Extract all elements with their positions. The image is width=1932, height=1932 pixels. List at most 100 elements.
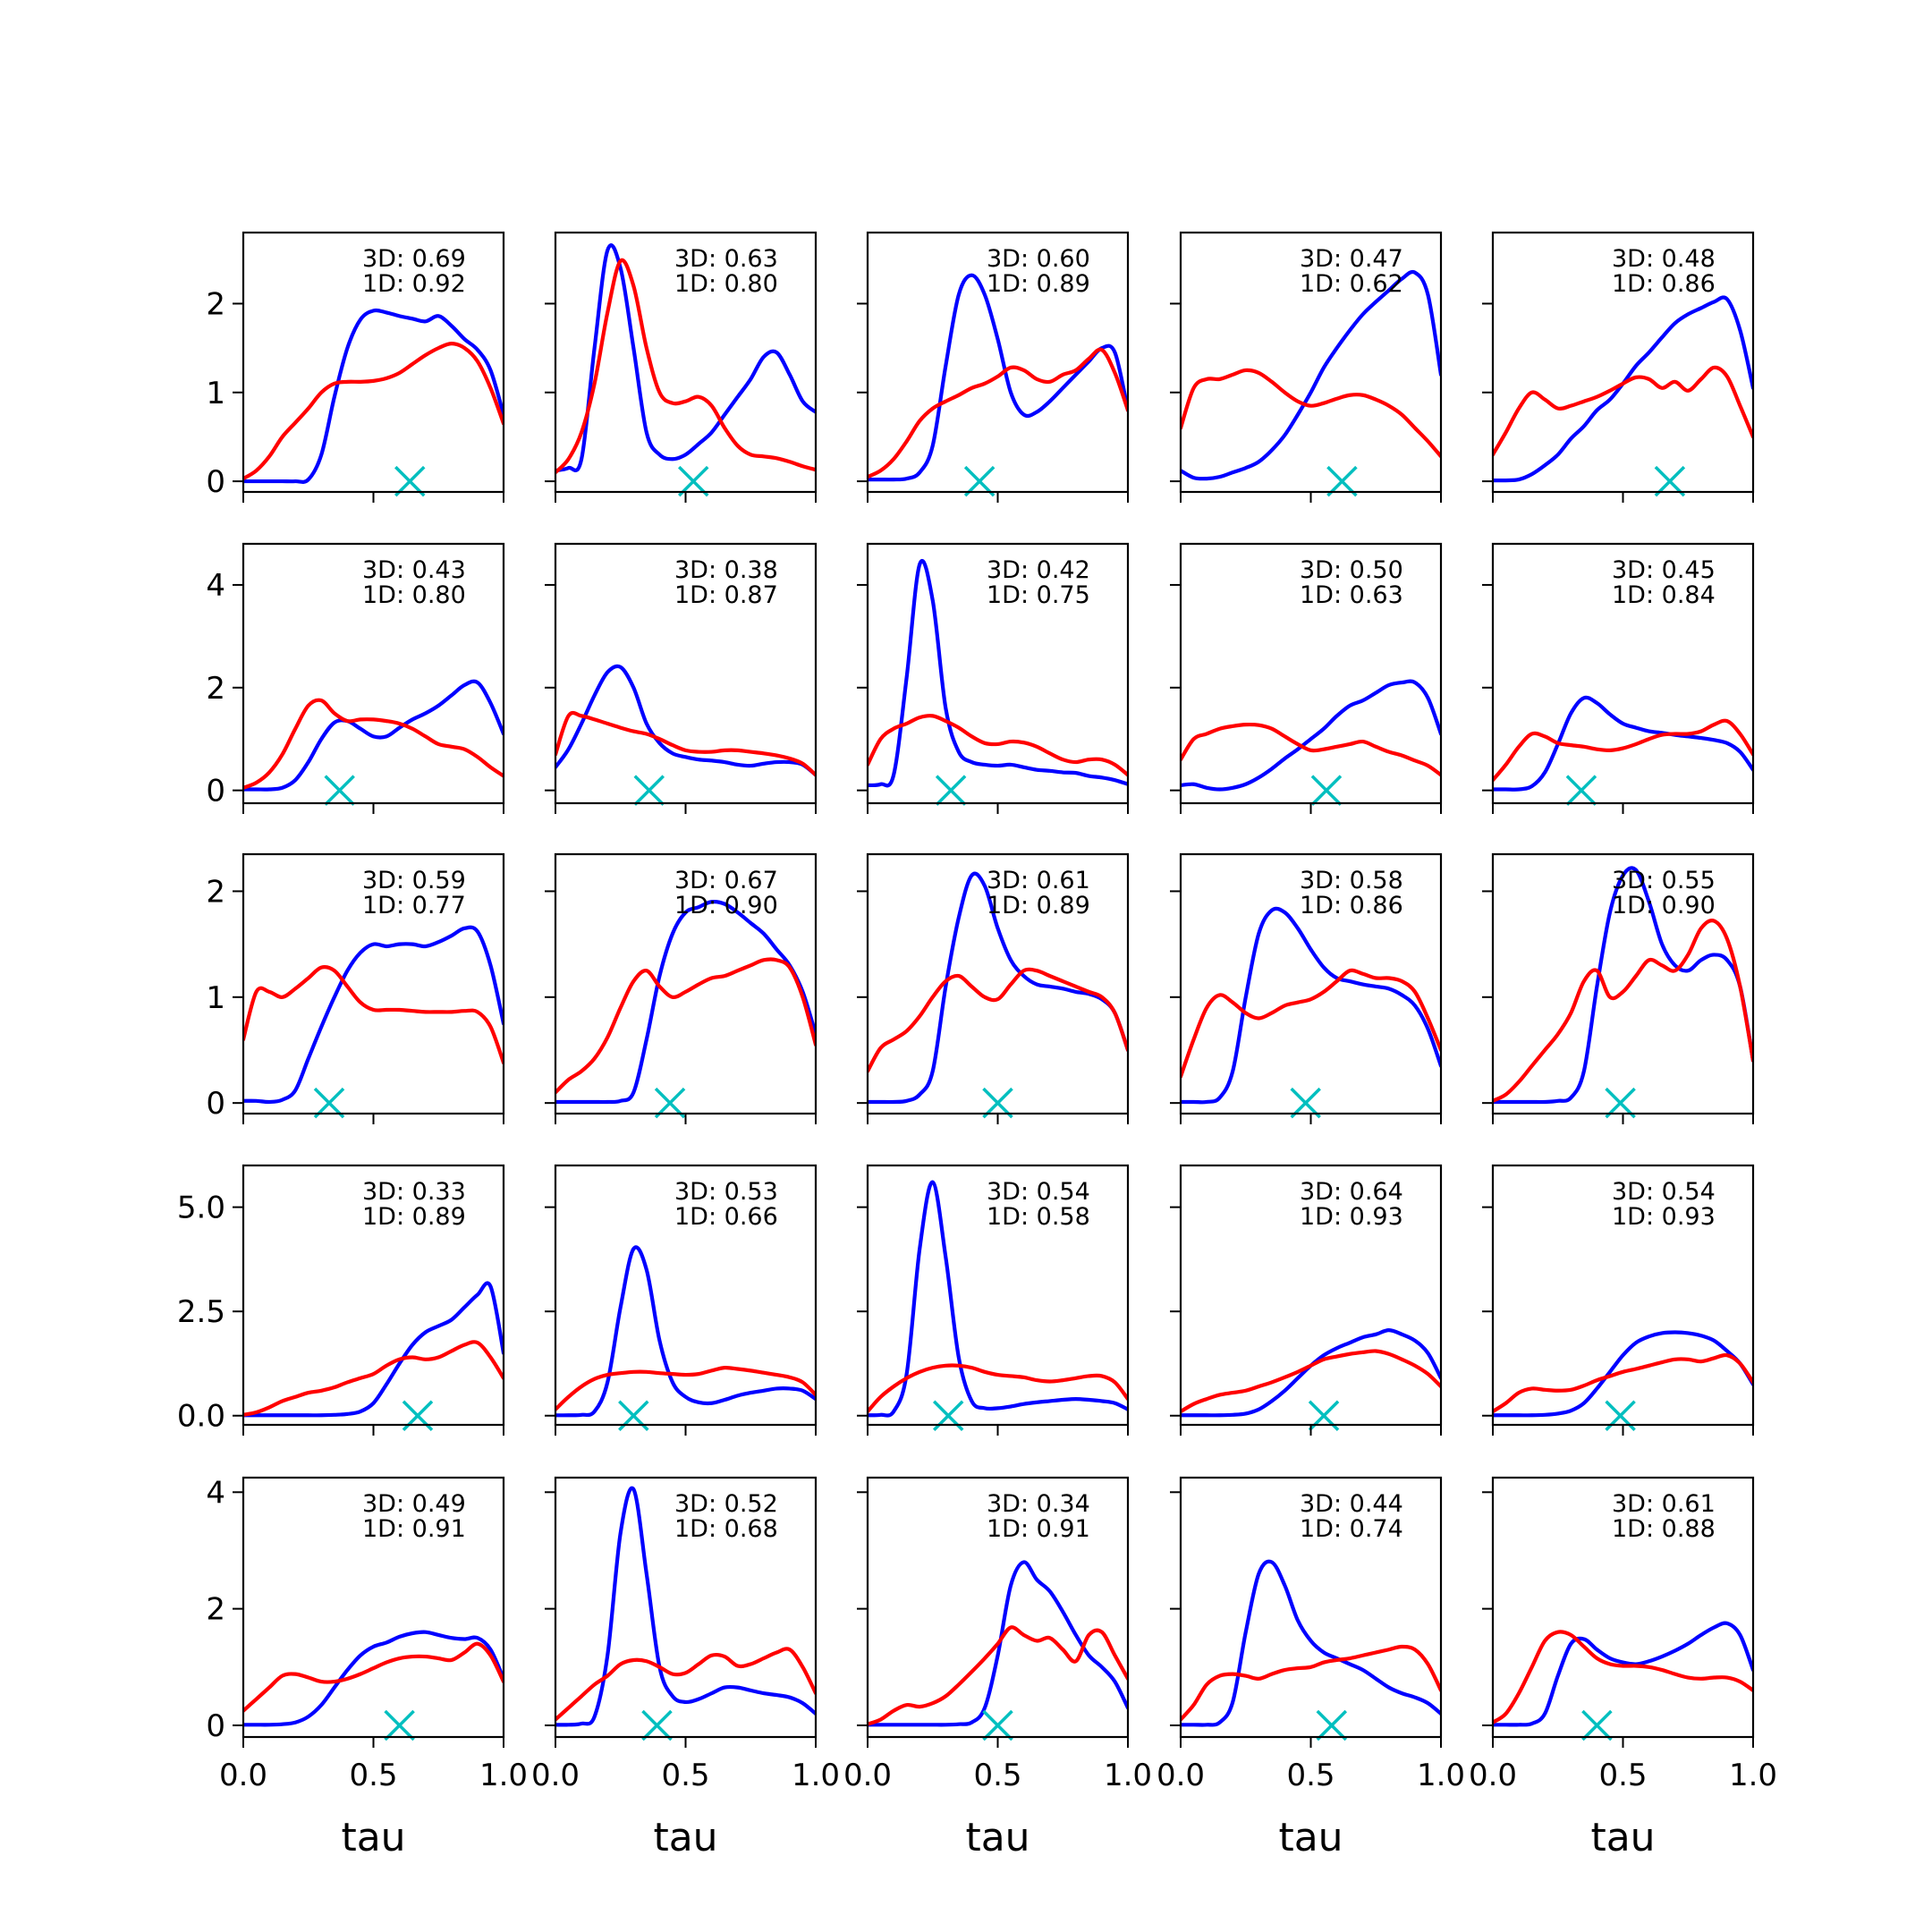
x-tick-label: 0.5 [973, 1758, 1021, 1793]
series-3d-line [243, 308, 504, 484]
x-tick-label: 0.5 [349, 1758, 397, 1793]
series-3d-line [555, 900, 816, 1105]
series-1d-line [868, 1625, 1128, 1726]
y-tick-label: 2.5 [177, 1294, 225, 1330]
series-3d-line [1493, 1330, 1753, 1418]
annotation-1d: 1D: 0.68 [674, 1515, 778, 1543]
series-1d-line [1493, 1630, 1753, 1724]
annotation-3d: 3D: 0.54 [1612, 1178, 1716, 1206]
annotation-1d: 1D: 0.86 [1612, 270, 1716, 298]
series-1d-line [243, 342, 504, 481]
annotation-1d: 1D: 0.88 [1612, 1515, 1716, 1543]
series-3d-line [1493, 866, 1753, 1105]
x-tick-label: 0.0 [219, 1758, 267, 1793]
annotation-3d: 3D: 0.43 [362, 556, 466, 584]
tau-marker [641, 1709, 673, 1741]
series-1d-line [243, 698, 504, 790]
series-1d-line [868, 967, 1128, 1073]
tau-marker [1316, 1709, 1348, 1741]
annotation-1d: 1D: 0.74 [1300, 1515, 1403, 1543]
series-1d-line [868, 347, 1128, 479]
y-tick-label: 0 [206, 1086, 225, 1122]
series-3d-line [868, 1180, 1128, 1418]
series-1d-line [1181, 368, 1441, 459]
series-3d-line [1493, 1621, 1753, 1727]
annotation-1d: 1D: 0.80 [362, 581, 466, 609]
tau-marker [1290, 1087, 1321, 1119]
annotation-3d: 3D: 0.52 [674, 1490, 778, 1518]
annotation-1d: 1D: 0.93 [1612, 1203, 1716, 1231]
tau-marker [324, 775, 355, 806]
tau-marker [1310, 775, 1343, 806]
annotation-3d: 3D: 0.33 [362, 1178, 466, 1206]
series-3d-line [868, 559, 1128, 788]
annotation-3d: 3D: 0.50 [1300, 556, 1403, 584]
series-1d-line [1493, 365, 1753, 457]
tau-marker [1565, 775, 1597, 806]
x-axis-label: tau [653, 1815, 717, 1860]
tau-marker [982, 1087, 1013, 1119]
series-1d-line [555, 1365, 816, 1411]
annotation-1d: 1D: 0.58 [987, 1203, 1090, 1231]
annotation-1d: 1D: 0.84 [1612, 581, 1716, 609]
y-tick-label: 2 [206, 1592, 225, 1628]
x-tick-label: 0.0 [1469, 1758, 1517, 1793]
y-tick-label: 0 [206, 1708, 225, 1744]
annotation-1d: 1D: 0.93 [1300, 1203, 1403, 1231]
y-tick-label: 1 [206, 980, 225, 1016]
annotation-3d: 3D: 0.61 [987, 867, 1090, 894]
series-3d-line [1181, 269, 1441, 481]
annotation-3d: 3D: 0.47 [1300, 245, 1403, 273]
tau-marker [384, 1709, 415, 1741]
series-1d-line [243, 965, 504, 1065]
annotation-1d: 1D: 0.75 [987, 581, 1090, 609]
annotation-3d: 3D: 0.60 [987, 245, 1090, 273]
series-3d-line [243, 1630, 504, 1727]
annotation-1d: 1D: 0.63 [1300, 581, 1403, 609]
annotation-1d: 1D: 0.92 [362, 270, 466, 298]
series-3d-line [1181, 906, 1441, 1105]
series-1d-line [555, 1647, 816, 1722]
y-tick-label: 2 [206, 671, 225, 707]
x-tick-label: 0.5 [1598, 1758, 1647, 1793]
annotation-3d: 3D: 0.53 [674, 1178, 778, 1206]
x-tick-label: 1.0 [479, 1758, 528, 1793]
series-1d-line [243, 1641, 504, 1713]
tau-marker [394, 465, 426, 497]
y-tick-label: 4 [206, 568, 225, 604]
annotation-1d: 1D: 0.89 [362, 1203, 466, 1231]
series-1d-line [1493, 919, 1753, 1103]
y-tick-label: 2 [206, 286, 225, 322]
annotation-3d: 3D: 0.59 [362, 867, 466, 894]
y-tick-label: 0 [206, 774, 225, 809]
annotation-3d: 3D: 0.38 [674, 556, 778, 584]
series-1d-line [555, 957, 816, 1095]
x-tick-label: 0.0 [531, 1758, 580, 1793]
annotation-3d: 3D: 0.55 [1612, 867, 1716, 894]
annotation-1d: 1D: 0.80 [674, 270, 778, 298]
annotation-1d: 1D: 0.89 [987, 270, 1090, 298]
annotation-3d: 3D: 0.44 [1300, 1490, 1403, 1518]
y-tick-label: 4 [206, 1475, 225, 1511]
annotation-1d: 1D: 0.91 [362, 1515, 466, 1543]
series-3d-line [243, 679, 504, 792]
x-axis-label: tau [965, 1815, 1030, 1860]
x-tick-label: 1.0 [792, 1758, 840, 1793]
annotation-3d: 3D: 0.58 [1300, 867, 1403, 894]
series-1d-line [1493, 718, 1753, 783]
